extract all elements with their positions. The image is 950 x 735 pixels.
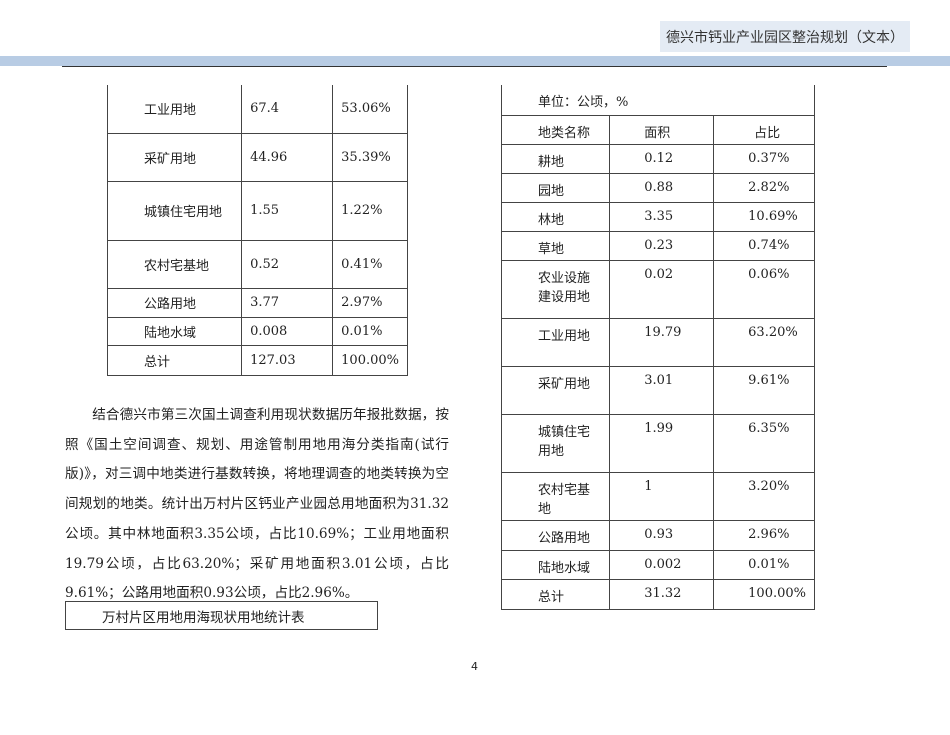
share-cell: 2.96% xyxy=(713,519,815,551)
land-type-cell: 耕地 xyxy=(500,143,611,174)
table-row: 耕地 0.12 0.37% xyxy=(500,143,815,174)
land-type-cell: 农业设施建设用地 xyxy=(500,259,611,319)
share-cell: 1.22% xyxy=(332,180,408,241)
share-cell: 100.00% xyxy=(332,344,408,376)
area-cell: 19.79 xyxy=(609,317,715,367)
share-cell: 9.61% xyxy=(713,365,815,415)
share-cell: 0.41% xyxy=(332,239,408,289)
share-cell: 35.39% xyxy=(332,132,408,182)
share-cell: 10.69% xyxy=(713,201,815,232)
land-type-cell: 农村宅基地 xyxy=(500,471,611,521)
header-band xyxy=(0,56,950,66)
share-cell: 63.20% xyxy=(713,317,815,367)
land-type-cell: 草地 xyxy=(500,230,611,261)
table-row: 城镇住宅用地 1.99 6.35% xyxy=(500,413,815,473)
table-row: 工业用地 67.4 53.06% xyxy=(106,85,408,134)
land-type-cell: 陆地水域 xyxy=(500,549,611,580)
land-type-cell: 城镇住宅用地 xyxy=(106,180,243,241)
land-type-cell: 园地 xyxy=(500,172,611,203)
area-cell: 67.4 xyxy=(241,85,334,134)
land-type-cell: 采矿用地 xyxy=(500,365,611,415)
area-cell: 1 xyxy=(609,471,715,521)
table-row: 陆地水域 0.002 0.01% xyxy=(500,549,815,580)
table-row: 林地 3.35 10.69% xyxy=(500,201,815,232)
area-cell: 127.03 xyxy=(241,344,334,376)
table-row: 园地 0.88 2.82% xyxy=(500,172,815,203)
unit-row: 单位：公顷，% xyxy=(501,85,815,116)
land-type-cell: 农村宅基地 xyxy=(106,239,243,289)
share-cell: 6.35% xyxy=(713,413,815,473)
header-cell: 面积 xyxy=(609,114,715,145)
table-row: 公路用地 0.93 2.96% xyxy=(500,519,815,551)
area-cell: 1.99 xyxy=(609,413,715,473)
share-cell: 0.06% xyxy=(713,259,815,319)
land-type-cell: 工业用地 xyxy=(106,85,243,134)
document-header-title: 德兴市钙业产业园区整治规划（文本） xyxy=(660,21,910,52)
table-row: 工业用地 19.79 63.20% xyxy=(500,317,815,367)
unit-label: 单位：公顷，% xyxy=(501,85,815,116)
header-cell: 地类名称 xyxy=(500,114,611,145)
area-cell: 44.96 xyxy=(241,132,334,182)
table-row: 采矿用地 44.96 35.39% xyxy=(106,132,408,182)
area-cell: 31.32 xyxy=(609,578,715,610)
area-cell: 1.55 xyxy=(241,180,334,241)
area-cell: 0.93 xyxy=(609,519,715,551)
land-type-cell: 城镇住宅用地 xyxy=(500,413,611,473)
table-row: 草地 0.23 0.74% xyxy=(500,230,815,261)
table-row: 城镇住宅用地 1.55 1.22% xyxy=(106,180,408,241)
share-cell: 100.00% xyxy=(713,578,815,610)
area-cell: 0.002 xyxy=(609,549,715,580)
land-type-cell: 林地 xyxy=(500,201,611,232)
land-type-cell: 公路用地 xyxy=(500,519,611,551)
land-type-cell: 工业用地 xyxy=(500,317,611,367)
share-cell: 0.01% xyxy=(713,549,815,580)
area-cell: 3.35 xyxy=(609,201,715,232)
table-row: 采矿用地 3.01 9.61% xyxy=(500,365,815,415)
table-row: 农村宅基地 1 3.20% xyxy=(500,471,815,521)
area-cell: 3.77 xyxy=(241,287,334,318)
table-row: 总计 31.32 100.00% xyxy=(500,578,815,610)
land-type-cell: 总计 xyxy=(106,344,243,376)
table-row: 农业设施建设用地 0.02 0.06% xyxy=(500,259,815,319)
header-row: 地类名称 面积 占比 xyxy=(500,114,815,145)
area-cell: 3.01 xyxy=(609,365,715,415)
land-type-cell: 采矿用地 xyxy=(106,132,243,182)
land-type-cell: 陆地水域 xyxy=(106,316,243,346)
share-cell: 53.06% xyxy=(332,85,408,134)
land-type-cell: 公路用地 xyxy=(106,287,243,318)
table-row: 陆地水域 0.008 0.01% xyxy=(106,316,408,346)
area-cell: 0.12 xyxy=(609,143,715,174)
page-number: 4 xyxy=(471,660,478,673)
area-cell: 0.008 xyxy=(241,316,334,346)
share-cell: 3.20% xyxy=(713,471,815,521)
table-row: 总计 127.03 100.00% xyxy=(106,344,408,376)
left-land-use-table: 工业用地 67.4 53.06% 采矿用地 44.96 35.39% 城镇住宅用地 1.55 1… xyxy=(106,85,408,376)
area-cell: 0.52 xyxy=(241,239,334,289)
area-cell: 0.88 xyxy=(609,172,715,203)
share-cell: 0.37% xyxy=(713,143,815,174)
share-cell: 0.74% xyxy=(713,230,815,261)
header-cell: 占比 xyxy=(713,114,815,145)
share-cell: 2.82% xyxy=(713,172,815,203)
area-cell: 0.23 xyxy=(609,230,715,261)
right-land-use-table: 单位：公顷，% 地类名称 面积 占比 耕地 0.12 0.37% 园地 0.88 2.82… xyxy=(500,85,815,610)
land-type-cell: 总计 xyxy=(500,578,611,610)
area-cell: 0.02 xyxy=(609,259,715,319)
caption-text: 万村片区用地用海现状用地统计表 xyxy=(102,609,305,626)
header-rule xyxy=(62,66,887,67)
share-cell: 0.01% xyxy=(332,316,408,346)
table-row: 农村宅基地 0.52 0.41% xyxy=(106,239,408,289)
share-cell: 2.97% xyxy=(332,287,408,318)
table-caption: 万村片区用地用海现状用地统计表 xyxy=(65,601,378,630)
table-row: 公路用地 3.77 2.97% xyxy=(106,287,408,318)
body-paragraph: 结合德兴市第三次国土调查利用现状数据历年报批数据，按照《国土空间调查、规划、用途… xyxy=(65,407,449,602)
